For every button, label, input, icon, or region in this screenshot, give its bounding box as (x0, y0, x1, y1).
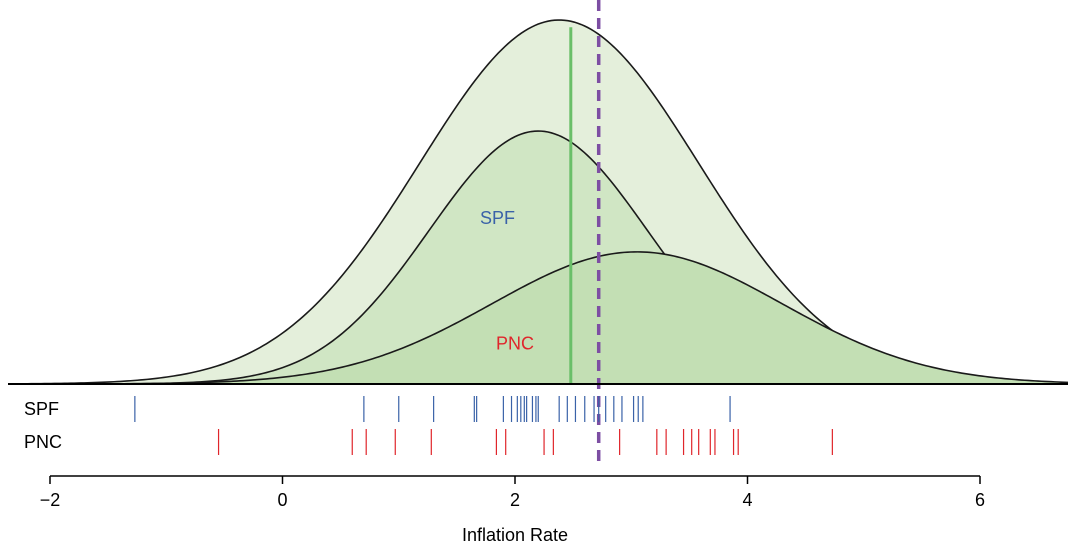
curve-label-spf: SPF (480, 208, 515, 228)
density-curve-pnc (8, 251, 1069, 385)
x-tick-label: 2 (510, 490, 520, 510)
density-curves (7, 19, 1069, 385)
rug-label-spf: SPF (24, 399, 59, 419)
x-tick-label: −2 (40, 490, 61, 510)
rug-rows: SPF PNC (24, 396, 833, 455)
x-axis: −2 0 2 4 6 (40, 475, 985, 510)
rug-label-pnc: PNC (24, 432, 62, 452)
x-tick-label: 0 (277, 490, 287, 510)
curve-labels: SPF PNC (480, 208, 534, 354)
curve-label-pnc: PNC (496, 333, 534, 353)
density-fill-pnc (8, 251, 1068, 384)
density-fill-spf (8, 131, 1068, 384)
x-tick-label: 6 (975, 490, 985, 510)
x-tick-label: 4 (742, 490, 752, 510)
x-axis-title: Inflation Rate (462, 525, 568, 545)
